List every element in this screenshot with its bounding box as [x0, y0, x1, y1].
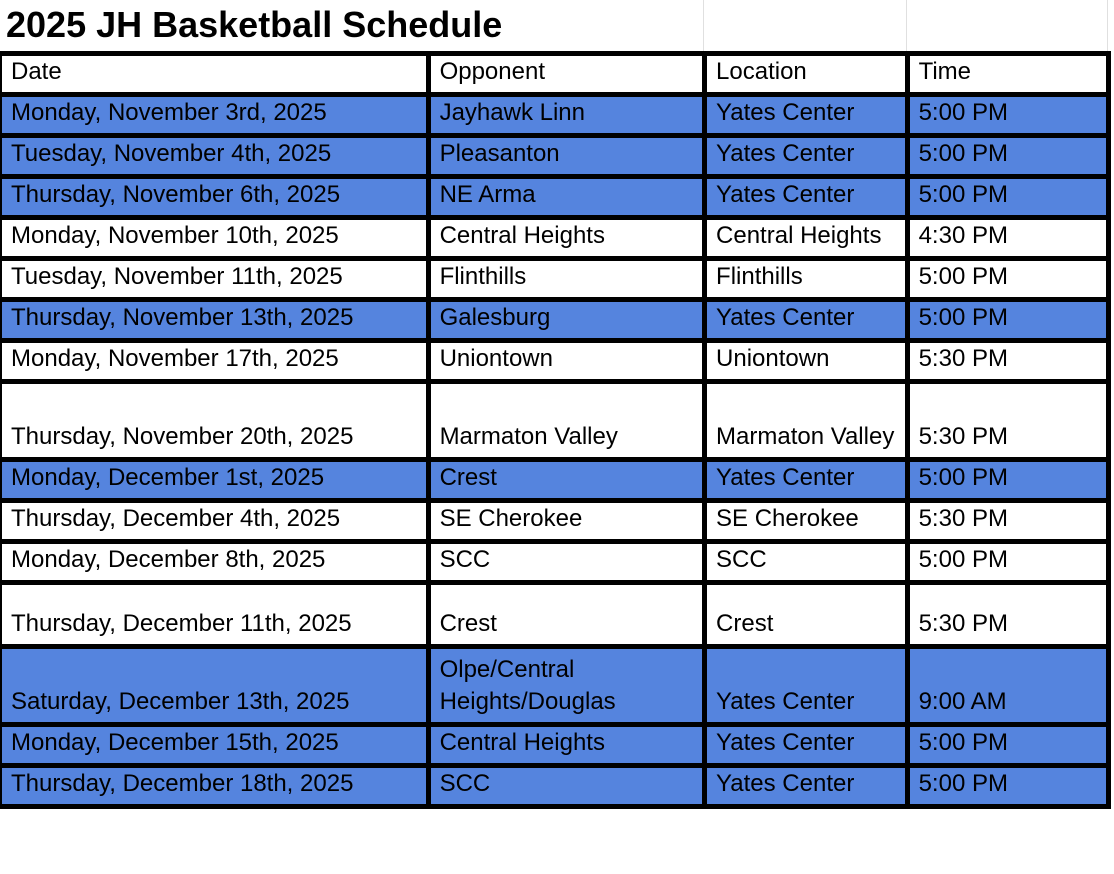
cell-time[interactable]: 5:00 PM — [904, 722, 1112, 768]
cell-opponent[interactable]: Uniontown — [425, 338, 708, 384]
table-row: Thursday, December 18th, 2025 SCC Yates Ce… — [0, 763, 1112, 809]
cell-date[interactable]: Tuesday, November 4th, 2025 — [0, 133, 431, 179]
cell-time[interactable]: 4:30 PM — [904, 215, 1112, 261]
cell-date[interactable]: Monday, December 1st, 2025 — [0, 457, 431, 503]
cell-date[interactable]: Thursday, November 6th, 2025 — [0, 174, 431, 220]
cell-location[interactable]: Yates Center — [702, 133, 910, 179]
header-opponent[interactable]: Opponent — [425, 51, 708, 97]
cell-opponent[interactable]: Galesburg — [425, 297, 708, 343]
cell-opponent[interactable]: Pleasanton — [425, 133, 708, 179]
table-row: Monday, December 1st, 2025 Crest Yates Cen… — [0, 457, 1112, 503]
table-row: Monday, November 3rd, 2025 Jayhawk Linn Ya… — [0, 92, 1112, 138]
header-time[interactable]: Time — [904, 51, 1112, 97]
cell-date[interactable]: Thursday, November 13th, 2025 — [0, 297, 431, 343]
cell-location[interactable]: SE Cherokee — [702, 498, 910, 544]
header-date[interactable]: Date — [0, 51, 431, 97]
gridline — [906, 0, 907, 52]
cell-date[interactable]: Monday, November 3rd, 2025 — [0, 92, 431, 138]
sheet-title[interactable]: 2025 JH Basketball Schedule — [6, 4, 503, 45]
cell-time[interactable]: 5:00 PM — [904, 539, 1112, 585]
table-row: Monday, November 17th, 2025 Uniontown Unio… — [0, 338, 1112, 384]
cell-time[interactable]: 5:00 PM — [904, 763, 1112, 809]
cell-location[interactable]: Yates Center — [702, 174, 910, 220]
gridline — [703, 0, 704, 52]
cell-location[interactable]: SCC — [702, 539, 910, 585]
header-location[interactable]: Location — [702, 51, 910, 97]
table-row: Thursday, November 13th, 2025 Galesburg Ya… — [0, 297, 1112, 343]
table-row: Thursday, December 4th, 2025 SE Cherokee S… — [0, 498, 1112, 544]
cell-location[interactable]: Yates Center — [702, 92, 910, 138]
cell-location[interactable]: Yates Center — [702, 644, 910, 727]
cell-date[interactable]: Saturday, December 13th, 2025 — [0, 644, 431, 727]
cell-time[interactable]: 5:00 PM — [904, 297, 1112, 343]
cell-opponent[interactable]: Marmaton Valley — [425, 379, 708, 462]
cell-time[interactable]: 5:30 PM — [904, 338, 1112, 384]
cell-date[interactable]: Monday, December 15th, 2025 — [0, 722, 431, 768]
cell-date[interactable]: Thursday, November 20th, 2025 — [0, 379, 431, 462]
cell-time[interactable]: 5:00 PM — [904, 457, 1112, 503]
cell-location[interactable]: Yates Center — [702, 722, 910, 768]
cell-time[interactable]: 5:30 PM — [904, 379, 1112, 462]
cell-time[interactable]: 5:00 PM — [904, 133, 1112, 179]
cell-opponent[interactable]: SCC — [425, 763, 708, 809]
cell-date[interactable]: Thursday, December 11th, 2025 — [0, 580, 431, 649]
cell-date[interactable]: Monday, November 17th, 2025 — [0, 338, 431, 384]
cell-opponent[interactable]: NE Arma — [425, 174, 708, 220]
cell-date[interactable]: Thursday, December 4th, 2025 — [0, 498, 431, 544]
cell-date[interactable]: Monday, December 8th, 2025 — [0, 539, 431, 585]
cell-location[interactable]: Yates Center — [702, 297, 910, 343]
cell-location[interactable]: Flinthills — [702, 256, 910, 302]
table-row: Thursday, November 20th, 2025 Marmaton Va… — [0, 379, 1112, 462]
table-row: Saturday, December 13th, 2025 Olpe/Centra… — [0, 644, 1112, 727]
cell-time[interactable]: 5:00 PM — [904, 92, 1112, 138]
cell-location[interactable]: Central Heights — [702, 215, 910, 261]
table-row: Thursday, December 11th, 2025 Crest Crest 5… — [0, 580, 1112, 649]
cell-date[interactable]: Monday, November 10th, 2025 — [0, 215, 431, 261]
cell-location[interactable]: Yates Center — [702, 763, 910, 809]
schedule-table: Date Opponent Location Time Monday, Nove… — [0, 51, 1112, 809]
cell-time[interactable]: 5:00 PM — [904, 256, 1112, 302]
table-row: Tuesday, November 11th, 2025 Flinthills Fl… — [0, 256, 1112, 302]
cell-opponent[interactable]: SE Cherokee — [425, 498, 708, 544]
cell-opponent[interactable]: Crest — [425, 580, 708, 649]
table-row: Monday, December 8th, 2025 SCC SCC 5:00 PM — [0, 539, 1112, 585]
table-row: Thursday, November 6th, 2025 NE Arma Yates… — [0, 174, 1112, 220]
cell-opponent[interactable]: Crest — [425, 457, 708, 503]
cell-opponent[interactable]: SCC — [425, 539, 708, 585]
table-row: Monday, November 10th, 2025 Central Heigh… — [0, 215, 1112, 261]
header-row: Date Opponent Location Time — [0, 51, 1112, 97]
cell-opponent[interactable]: Jayhawk Linn — [425, 92, 708, 138]
cell-time[interactable]: 5:30 PM — [904, 498, 1112, 544]
cell-time[interactable]: 9:00 AM — [904, 644, 1112, 727]
cell-opponent[interactable]: Central Heights — [425, 215, 708, 261]
cell-date[interactable]: Thursday, December 18th, 2025 — [0, 763, 431, 809]
table-row: Monday, December 15th, 2025 Central Heigh… — [0, 722, 1112, 768]
cell-location[interactable]: Uniontown — [702, 338, 910, 384]
cell-opponent[interactable]: Flinthills — [425, 256, 708, 302]
cell-date[interactable]: Tuesday, November 11th, 2025 — [0, 256, 431, 302]
title-row: 2025 JH Basketball Schedule — [0, 0, 1110, 52]
cell-time[interactable]: 5:00 PM — [904, 174, 1112, 220]
table-row: Tuesday, November 4th, 2025 Pleasanton Yat… — [0, 133, 1112, 179]
cell-location[interactable]: Marmaton Valley — [702, 379, 910, 462]
cell-time[interactable]: 5:30 PM — [904, 580, 1112, 649]
gridline — [1107, 0, 1108, 52]
cell-opponent[interactable]: Central Heights — [425, 722, 708, 768]
cell-location[interactable]: Crest — [702, 580, 910, 649]
cell-location[interactable]: Yates Center — [702, 457, 910, 503]
cell-opponent[interactable]: Olpe/Central Heights/Douglas — [425, 644, 708, 727]
